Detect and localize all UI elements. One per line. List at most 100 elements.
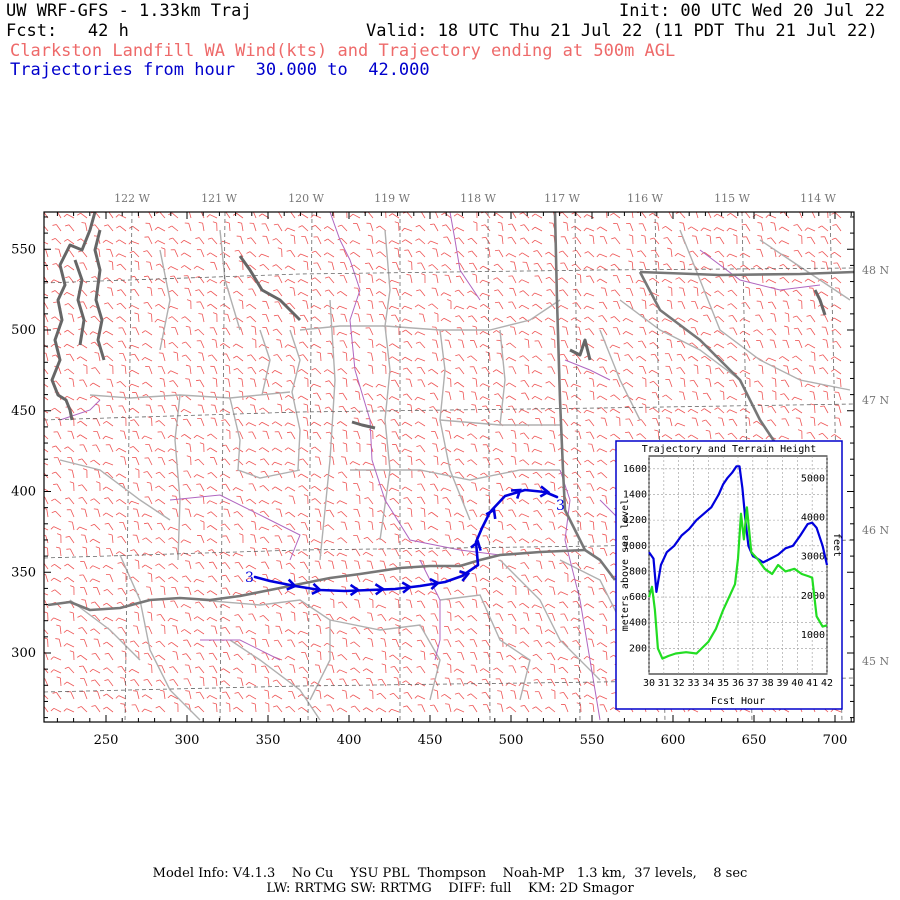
wind-barb-flag [271,694,276,698]
wind-barb-flag [510,455,515,458]
wind-barb-flag [559,289,564,292]
wind-barb-flag [185,378,190,380]
wind-barb-flag [831,277,836,280]
wind-barb [200,418,205,427]
wind-barb [365,656,374,661]
wind-barb-flag [573,626,578,628]
wind-barb [534,604,543,609]
wind-barb [274,461,283,466]
wind-barb-flag [472,377,477,380]
wind-barb [795,408,803,414]
wind-barb [457,251,465,258]
wind-barb-flag [818,432,823,436]
wind-barb-flag [415,550,420,553]
wind-barb [475,379,478,388]
wind-barb [810,432,816,440]
wind-barb [261,526,270,531]
wind-barb [253,548,257,557]
wind-barb-flag [193,434,198,439]
wind-barb-flag [310,214,314,218]
wind-barb-flag [251,663,256,666]
wind-barb [486,704,491,713]
wind-barb [209,616,218,622]
wind-barb-flag [700,408,705,412]
wind-barb-flag [705,429,710,432]
wind-barb-flag [806,236,811,239]
wind-barb-flag [63,264,68,268]
wind-barb [236,706,244,713]
wind-barb [653,380,660,388]
wind-barb [149,587,153,596]
wind-barb [44,225,49,232]
wind-barb [313,643,322,648]
wind-barb [825,262,829,271]
wind-barb-flag [382,209,386,210]
wind-barb-flag [454,562,459,565]
wind-barb-flag [50,279,54,283]
wind-barb-flag [51,290,56,293]
wind-barb-flag [310,343,315,348]
wind-barb [67,303,75,310]
wind-barb [599,278,608,284]
wind-barb [44,314,49,323]
wind-barb [105,239,114,245]
wind-barb-flag [362,461,366,466]
wind-barb-flag [687,318,692,322]
wind-barb [782,356,790,362]
wind-barb [475,326,478,336]
wind-barb [158,563,166,570]
wind-barb-flag [551,689,556,692]
wind-barb [354,341,361,349]
wind-barb [122,353,127,362]
wind-barb [391,279,400,284]
wind-barb-flag [635,355,640,359]
wind-barb [495,317,504,323]
wind-barb-flag [258,356,263,360]
wind-barb [536,575,543,583]
wind-barb-flag [285,550,289,554]
wind-barb [345,352,348,362]
wind-barb [462,522,465,531]
wind-barb-flag [69,481,74,484]
wind-barb-flag [78,627,83,629]
wind-barb [367,393,374,401]
wind-barb [587,459,595,466]
wind-barb-flag [497,690,502,692]
wind-barb-flag [507,613,512,616]
wind-barb [501,236,504,245]
wind-barb-flag [77,238,82,242]
wind-barb [94,524,101,531]
wind-barb [120,289,127,297]
wind-barb [695,418,699,427]
wind-barb-flag [247,354,252,357]
wind-barb-flag [494,393,499,396]
wind-barb [200,340,205,349]
wind-barb-flag [453,213,458,217]
wind-barb [315,250,322,258]
wind-barb [345,378,348,388]
wind-barb [45,535,49,544]
wind-barb-flag [199,494,204,497]
wind-barb-flag [544,500,549,504]
wind-barb [161,665,166,674]
wind-barb [550,263,556,271]
wind-barb-flag [434,312,439,315]
wind-barb-flag [583,370,587,375]
wind-barb-flag [271,421,276,425]
wind-barb [470,433,478,440]
wind-barb [500,652,504,661]
wind-barb [435,444,439,453]
wind-barb [170,694,179,700]
wind-barb-flag [180,604,185,608]
wind-barb [592,379,595,388]
wind-barb-flag [221,574,226,577]
wind-barb-flag [394,533,399,536]
wind-barb [265,301,270,310]
wind-barb [820,291,829,297]
wind-barb [770,237,777,245]
wind-barb [224,458,231,466]
wind-barb [370,314,374,323]
wind-barb-flag [442,224,447,227]
wind-barb-flag [64,666,69,669]
wind-barb-flag [367,352,372,354]
